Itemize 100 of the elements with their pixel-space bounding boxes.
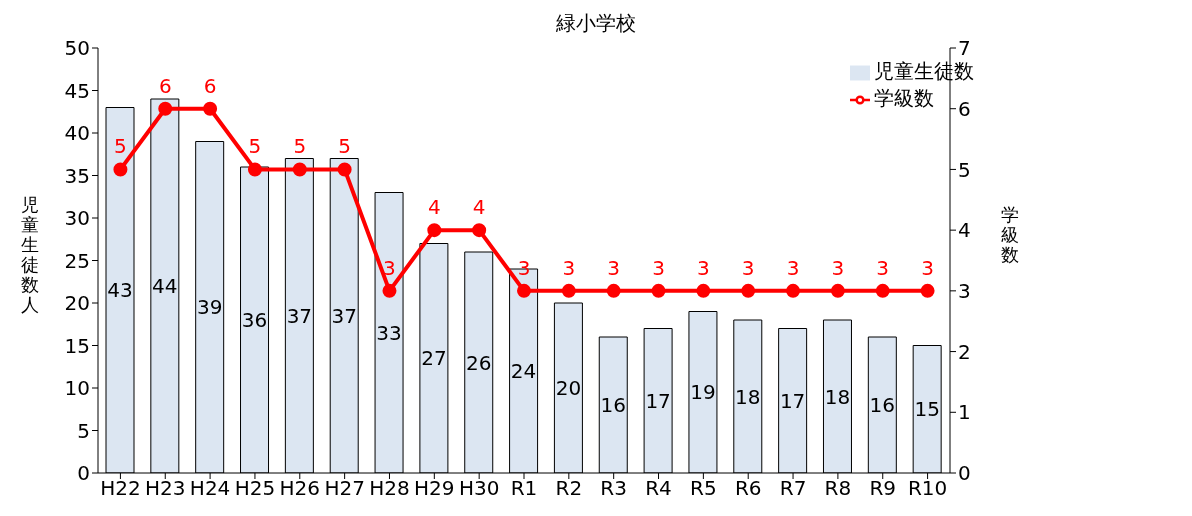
x-tick-label: H25 bbox=[234, 476, 276, 501]
data-label: 33 bbox=[376, 320, 402, 345]
x-tick-label: H26 bbox=[279, 476, 321, 501]
y2-tick-label: 4 bbox=[958, 218, 971, 243]
y-tick-label: 15 bbox=[64, 333, 90, 358]
y-tick-label: 5 bbox=[77, 418, 90, 443]
data-label: 24 bbox=[510, 359, 537, 384]
x-tick-label: R8 bbox=[824, 476, 852, 501]
data-label: 20 bbox=[555, 376, 582, 401]
data-label: 3 bbox=[831, 255, 845, 280]
x-tick-label: H28 bbox=[369, 476, 410, 501]
data-label: 5 bbox=[338, 134, 351, 159]
data-label: 3 bbox=[607, 255, 621, 280]
point bbox=[875, 283, 890, 298]
y2-tick-label: 3 bbox=[958, 278, 971, 303]
x-tick-label: H24 bbox=[189, 476, 231, 501]
x-tick-label: R4 bbox=[645, 476, 672, 501]
data-label: 5 bbox=[248, 134, 262, 159]
data-label: 39 bbox=[196, 295, 223, 320]
data-label: 3 bbox=[652, 255, 665, 280]
data-label: 3 bbox=[921, 255, 934, 280]
data-label: 43 bbox=[107, 278, 133, 303]
data-label: 3 bbox=[517, 255, 531, 280]
data-label: 27 bbox=[421, 346, 447, 371]
data-label: 6 bbox=[158, 73, 172, 98]
point bbox=[786, 283, 801, 298]
data-label: 3 bbox=[697, 255, 710, 280]
y-tick-label: 45 bbox=[64, 78, 90, 103]
x-tick-label: R10 bbox=[907, 476, 948, 501]
point bbox=[472, 223, 487, 238]
y-tick-label: 25 bbox=[64, 248, 90, 273]
data-label: 5 bbox=[114, 134, 127, 159]
x-tick-label: H23 bbox=[145, 476, 186, 501]
x-tick-label: R2 bbox=[555, 476, 583, 501]
y2-tick-label: 1 bbox=[958, 400, 971, 425]
x-tick-label: R7 bbox=[779, 476, 807, 501]
data-label: 3 bbox=[562, 255, 576, 280]
point bbox=[606, 283, 621, 298]
y2-axis-title: 学級数 bbox=[1001, 203, 1019, 265]
x-tick-label: R1 bbox=[510, 476, 538, 501]
point bbox=[920, 283, 935, 298]
data-label: 16 bbox=[600, 393, 626, 418]
y-tick-label: 50 bbox=[64, 36, 90, 61]
y-tick-label: 40 bbox=[64, 121, 90, 146]
y2-tick-label: 0 bbox=[958, 461, 971, 486]
x-tick-label: R6 bbox=[734, 476, 762, 501]
point bbox=[158, 101, 173, 116]
data-label: 3 bbox=[876, 255, 890, 280]
data-label: 18 bbox=[735, 384, 761, 409]
x-tick-label: H27 bbox=[324, 476, 365, 501]
x-tick-label: H30 bbox=[458, 476, 500, 501]
data-label: 15 bbox=[914, 397, 940, 422]
point bbox=[113, 162, 128, 177]
data-label: 44 bbox=[152, 274, 178, 299]
y2-tick-label: 2 bbox=[958, 339, 971, 364]
point bbox=[427, 223, 442, 238]
data-label: 37 bbox=[331, 303, 357, 328]
data-label: 4 bbox=[427, 195, 441, 220]
data-label: 37 bbox=[286, 303, 313, 328]
data-label: 6 bbox=[203, 73, 217, 98]
x-tick-label: R3 bbox=[600, 476, 627, 501]
legend-label: 学級数 bbox=[874, 86, 934, 110]
point bbox=[651, 283, 666, 298]
point bbox=[741, 283, 756, 298]
y-tick-label: 20 bbox=[64, 291, 90, 316]
y-tick-label: 30 bbox=[64, 206, 90, 231]
point bbox=[382, 283, 397, 298]
data-label: 3 bbox=[786, 255, 800, 280]
chart-title: 緑小学校 bbox=[555, 10, 637, 37]
data-label: 19 bbox=[690, 380, 716, 405]
y2-tick-label: 5 bbox=[958, 157, 971, 182]
data-label: 17 bbox=[645, 388, 671, 413]
point bbox=[517, 283, 531, 298]
point bbox=[561, 283, 576, 298]
data-label: 3 bbox=[741, 255, 755, 280]
point bbox=[337, 162, 352, 177]
point bbox=[203, 101, 218, 116]
data-label: 18 bbox=[824, 384, 851, 409]
data-label: 4 bbox=[472, 195, 486, 220]
y2-tick-label: 6 bbox=[958, 96, 971, 121]
point bbox=[830, 283, 845, 298]
x-tick-label: R5 bbox=[690, 476, 717, 501]
x-tick-label: R9 bbox=[869, 476, 897, 501]
x-tick-label: H29 bbox=[414, 476, 455, 501]
data-label: 17 bbox=[779, 388, 806, 413]
y-tick-label: 35 bbox=[64, 163, 90, 188]
y-tick-label: 0 bbox=[77, 461, 90, 486]
data-label: 3 bbox=[383, 255, 396, 280]
y-tick-label: 10 bbox=[64, 376, 90, 401]
data-label: 36 bbox=[241, 308, 268, 333]
point bbox=[247, 162, 262, 177]
data-label: 5 bbox=[293, 134, 307, 159]
legend-label: 児童生徒数 bbox=[874, 59, 974, 83]
data-label: 26 bbox=[466, 350, 492, 375]
point bbox=[292, 162, 307, 177]
y2-tick-label: 7 bbox=[958, 36, 971, 61]
point bbox=[696, 283, 711, 298]
y-axis-title: 児童生徒数人 bbox=[21, 193, 39, 315]
x-tick-label: H22 bbox=[100, 476, 141, 501]
data-label: 16 bbox=[869, 393, 896, 418]
